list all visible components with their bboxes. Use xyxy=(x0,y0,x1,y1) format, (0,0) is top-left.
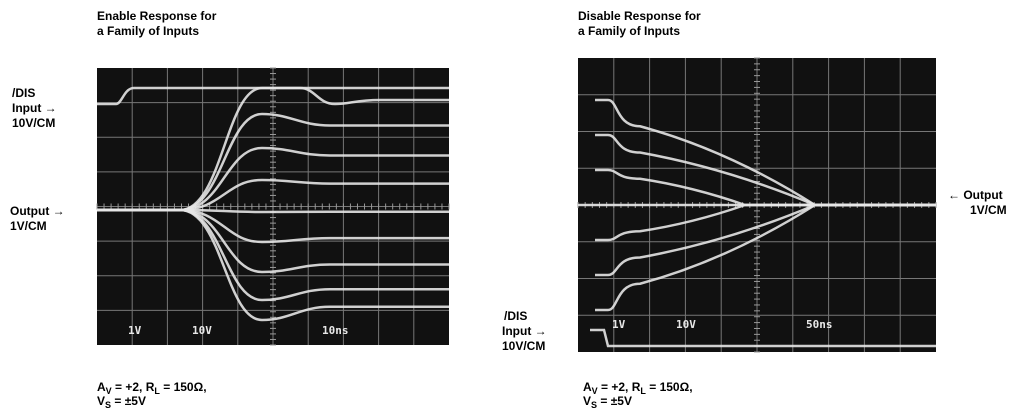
output-label: 1V/CM xyxy=(970,203,1007,217)
scope-label: 10V xyxy=(192,324,212,337)
input-label: 10V/CM xyxy=(502,339,545,353)
right-panel: Disable Response for a Family of Inputs … xyxy=(502,9,1007,410)
caption: VS = ±5V xyxy=(583,394,632,410)
panel-title: a Family of Inputs xyxy=(97,24,199,38)
output-label: 1V/CM xyxy=(10,219,47,233)
caption-part: = +2, R xyxy=(112,380,155,394)
left-panel: Enable Response for a Family of Inputs /… xyxy=(10,9,449,410)
output-label: ← Output xyxy=(948,188,1003,202)
panel-title: a Family of Inputs xyxy=(578,24,680,38)
panel-title: Enable Response for xyxy=(97,9,217,23)
input-label: 10V/CM xyxy=(12,116,55,130)
input-label: Input → xyxy=(502,324,547,338)
scope-label: 1V xyxy=(128,324,142,337)
caption-part: A xyxy=(583,380,592,394)
caption-part: = ±5V xyxy=(111,394,146,408)
figure: Enable Response for a Family of Inputs /… xyxy=(0,0,1022,410)
caption-part: = 150Ω, xyxy=(646,380,693,394)
input-label: /DIS xyxy=(504,309,527,323)
scope-label: 1V xyxy=(612,318,626,331)
caption: VS = ±5V xyxy=(97,394,146,410)
caption-part: V xyxy=(583,394,591,408)
scope-label: 50ns xyxy=(806,318,833,331)
panel-title: Disable Response for xyxy=(578,9,701,23)
caption-part: = 150Ω, xyxy=(160,380,207,394)
input-label: /DIS xyxy=(12,86,35,100)
output-label: Output → xyxy=(10,204,65,218)
caption-part: A xyxy=(97,380,106,394)
scope-label: 10ns xyxy=(322,324,349,337)
caption-part: V xyxy=(97,394,105,408)
caption-part: = ±5V xyxy=(597,394,632,408)
scope-label: 10V xyxy=(676,318,696,331)
caption-part: = +2, R xyxy=(598,380,641,394)
input-label: Input → xyxy=(12,101,57,115)
